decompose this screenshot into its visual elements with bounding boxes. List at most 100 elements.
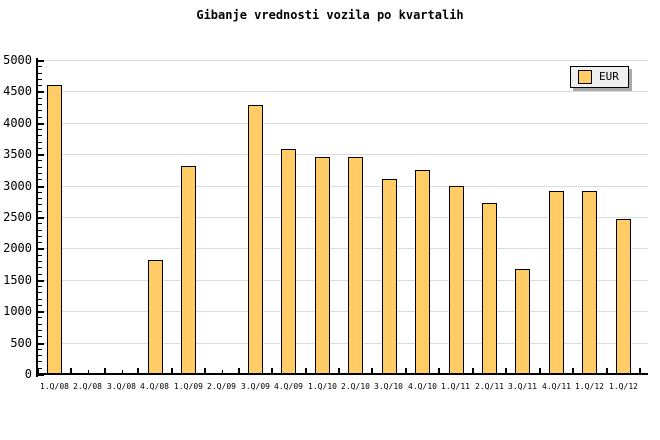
bar — [482, 203, 497, 375]
x-axis-major-tick — [371, 368, 373, 374]
y-axis-major-tick — [38, 186, 44, 188]
x-axis-tick-label: 4.Q/10 — [408, 382, 437, 391]
x-axis-major-tick — [238, 368, 240, 374]
bar — [148, 260, 163, 375]
y-axis-major-tick — [38, 91, 44, 93]
y-axis-minor-tick — [38, 230, 42, 231]
y-axis-minor-tick — [38, 160, 42, 161]
x-axis-major-tick — [338, 368, 340, 374]
bar — [515, 269, 530, 375]
legend-swatch-icon — [578, 70, 592, 84]
gridline — [38, 91, 648, 92]
bar — [582, 191, 597, 375]
y-axis-major-tick — [38, 123, 44, 125]
x-axis-major-tick — [539, 368, 541, 374]
y-axis-minor-tick — [38, 305, 42, 306]
y-axis-minor-tick — [38, 104, 42, 105]
y-axis-minor-tick — [38, 167, 42, 168]
bar — [281, 149, 296, 375]
y-axis-minor-tick — [38, 142, 42, 143]
x-axis-major-tick — [37, 368, 39, 374]
bar — [348, 157, 363, 375]
y-axis-minor-tick — [38, 173, 42, 174]
y-axis-minor-tick — [38, 299, 42, 300]
x-axis-tick-label: 2.Q/09 — [207, 382, 236, 391]
bar — [248, 105, 263, 375]
gridline — [38, 186, 648, 187]
x-axis-line — [36, 373, 648, 375]
x-axis-major-tick — [639, 368, 641, 374]
y-axis-minor-tick — [38, 204, 42, 205]
y-axis-tick-label: 4500 — [3, 84, 32, 98]
x-axis-tick-label: 4.Q/09 — [274, 382, 303, 391]
y-axis-minor-tick — [38, 330, 42, 331]
y-axis-minor-tick — [38, 117, 42, 118]
bar — [181, 166, 196, 375]
gridline — [38, 60, 648, 61]
y-axis-minor-tick — [38, 98, 42, 99]
y-axis-major-tick — [38, 374, 44, 376]
y-axis-minor-tick — [38, 66, 42, 67]
x-axis-major-tick — [606, 368, 608, 374]
y-axis-minor-tick — [38, 286, 42, 287]
y-axis-minor-tick — [38, 255, 42, 256]
y-axis-minor-tick — [38, 324, 42, 325]
x-axis-tick-label: 2.Q/10 — [341, 382, 370, 391]
bar — [47, 85, 62, 375]
y-axis-tick-label: 5000 — [3, 53, 32, 67]
x-axis-major-tick — [505, 368, 507, 374]
y-axis-minor-tick — [38, 211, 42, 212]
gridline — [38, 343, 648, 344]
bar — [616, 219, 631, 375]
gridline — [38, 280, 648, 281]
y-axis-minor-tick — [38, 179, 42, 180]
x-axis-major-tick — [405, 368, 407, 374]
y-axis-minor-tick — [38, 129, 42, 130]
y-axis-tick-label: 4000 — [3, 116, 32, 130]
x-axis-tick-label: 3.Q/09 — [241, 382, 270, 391]
y-axis-tick-label: 2000 — [3, 241, 32, 255]
x-axis-tick-label: 1.Q/09 — [174, 382, 203, 391]
y-axis-minor-tick — [38, 73, 42, 74]
y-axis-major-tick — [38, 248, 44, 250]
x-axis-tick-label: 2.Q/08 — [73, 382, 102, 391]
bar — [382, 179, 397, 375]
chart-title: Gibanje vrednosti vozila po kvartalih — [196, 8, 464, 22]
y-axis-major-tick — [38, 154, 44, 156]
x-axis-tick-label: 1.Q/11 — [441, 382, 470, 391]
y-axis-minor-tick — [38, 368, 42, 369]
y-axis-minor-tick — [38, 274, 42, 275]
bar — [415, 170, 430, 375]
y-axis-minor-tick — [38, 79, 42, 80]
y-axis-tick-label: 0 — [24, 367, 32, 381]
y-axis-minor-tick — [38, 317, 42, 318]
y-axis-minor-tick — [38, 135, 42, 136]
bar — [549, 191, 564, 375]
x-axis-tick-label: 2.Q/11 — [475, 382, 504, 391]
y-axis-tick-label: 1000 — [3, 304, 32, 318]
x-axis-tick-label: 1.Q/10 — [308, 382, 337, 391]
x-axis-major-tick — [472, 368, 474, 374]
x-axis-tick-label: 3.Q/11 — [508, 382, 537, 391]
gridline — [38, 217, 648, 218]
legend-label: EUR — [599, 70, 619, 83]
x-axis-major-tick — [171, 368, 173, 374]
y-axis-tick-label: 2500 — [3, 210, 32, 224]
x-axis-tick-label: 4.Q/08 — [140, 382, 169, 391]
y-axis-minor-tick — [38, 355, 42, 356]
x-axis-major-tick — [438, 368, 440, 374]
x-axis-major-tick — [104, 368, 106, 374]
y-axis-minor-tick — [38, 85, 42, 86]
x-axis-major-tick — [204, 368, 206, 374]
y-axis-minor-tick — [38, 349, 42, 350]
bar — [315, 157, 330, 375]
y-axis-tick-label: 1500 — [3, 273, 32, 287]
gridline — [38, 311, 648, 312]
x-axis-major-tick — [271, 368, 273, 374]
y-axis-tick-label: 3000 — [3, 179, 32, 193]
y-axis-minor-tick — [38, 267, 42, 268]
y-axis-minor-tick — [38, 361, 42, 362]
y-axis-minor-tick — [38, 223, 42, 224]
x-axis-tick-label: 1.Q/12 — [575, 382, 604, 391]
